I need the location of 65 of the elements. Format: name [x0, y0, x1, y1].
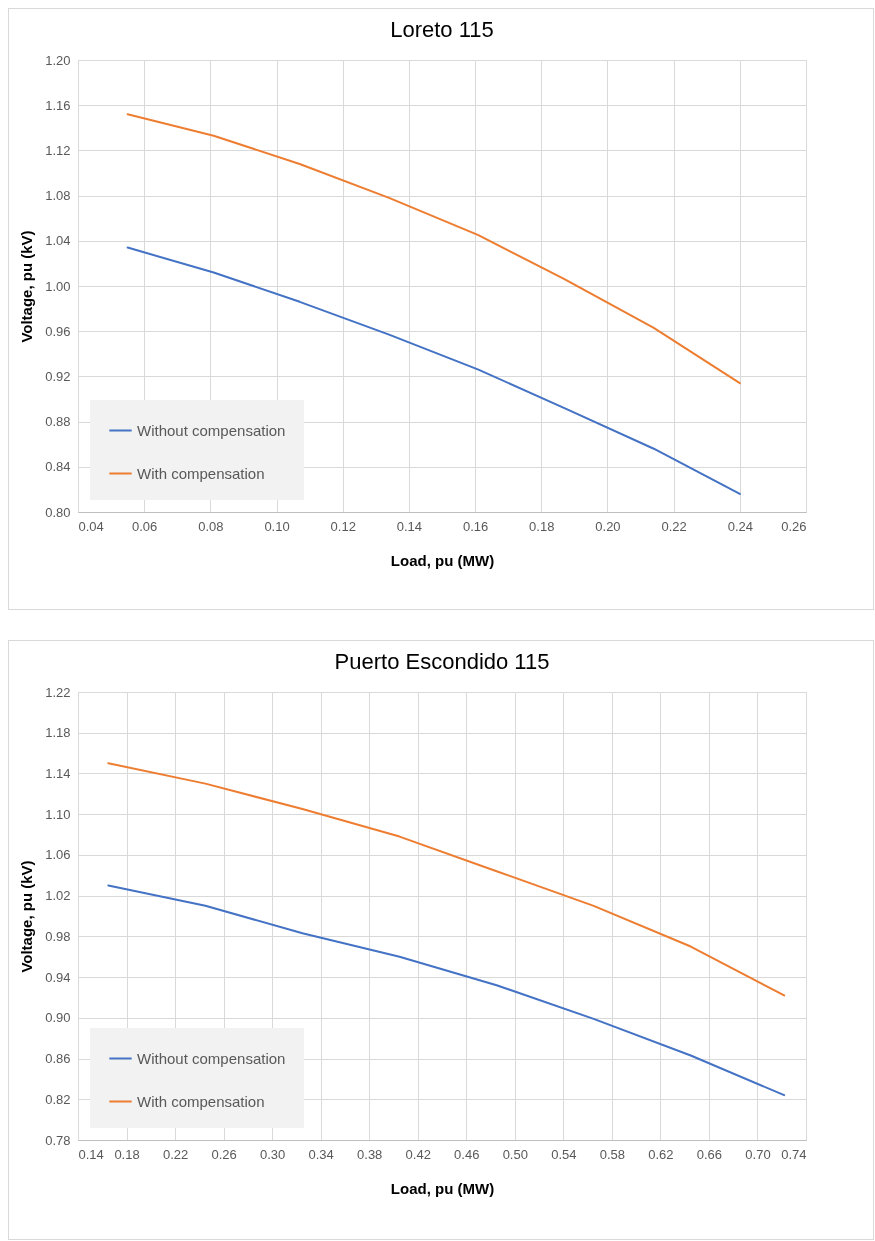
legend-label: With compensation [137, 464, 265, 482]
x-tick-label: 0.38 [357, 1146, 383, 1162]
x-tick-label: 0.14 [396, 518, 423, 534]
x-tick-label: 0.20 [595, 518, 621, 534]
x-tick-label: 0.34 [308, 1146, 334, 1162]
x-tick-label: 0.14 [78, 1146, 104, 1162]
y-tick-label: 1.10 [45, 806, 71, 822]
y-tick-label: 0.84 [45, 459, 71, 475]
x-tick-label: 0.12 [330, 518, 356, 534]
legend-label: With compensation [137, 1092, 265, 1110]
y-tick-label: 0.90 [45, 1010, 71, 1026]
y-tick-label: 0.86 [45, 1051, 71, 1067]
legend-label: Without compensation [137, 1049, 286, 1067]
y-tick-label: 1.14 [45, 765, 71, 781]
y-tick-label: 0.94 [45, 969, 71, 985]
x-tick-label: 0.54 [551, 1146, 577, 1162]
y-tick-label: 1.00 [45, 278, 71, 294]
y-tick-label: 1.22 [45, 684, 71, 700]
x-tick-label: 0.26 [211, 1146, 237, 1162]
y-tick-label: 0.80 [45, 504, 71, 520]
y-tick-label: 1.04 [45, 233, 71, 249]
y-tick-label: 0.88 [45, 414, 71, 430]
x-tick-label: 0.04 [78, 518, 104, 534]
y-tick-label: 0.82 [45, 1091, 71, 1107]
y-axis-title: Voltage, pu (kV) [18, 860, 36, 973]
x-tick-label: 0.18 [114, 1146, 140, 1162]
y-tick-label: 1.16 [45, 97, 71, 113]
y-axis-title: Voltage, pu (kV) [18, 230, 36, 343]
y-tick-label: 1.12 [45, 142, 71, 158]
x-tick-label: 0.30 [259, 1146, 286, 1162]
y-tick-label: 1.08 [45, 188, 71, 204]
x-tick-label: 0.22 [162, 1146, 189, 1162]
legend-label: Without compensation [137, 421, 286, 439]
x-tick-label: 0.62 [648, 1146, 674, 1162]
x-tick-label: 0.42 [405, 1146, 431, 1162]
x-tick-label: 0.74 [781, 1146, 807, 1162]
x-tick-label: 0.22 [661, 518, 687, 534]
x-tick-label: 0.10 [264, 518, 290, 534]
y-tick-label: 1.02 [45, 888, 71, 904]
x-tick-label: 0.58 [599, 1146, 626, 1162]
line-series [107, 884, 786, 1097]
x-tick-label: 0.18 [529, 518, 555, 534]
chart-title: Puerto Escondido 115 [334, 649, 550, 674]
line-series [107, 762, 786, 997]
x-tick-label: 0.26 [781, 518, 807, 534]
y-tick-label: 0.92 [45, 368, 71, 384]
x-tick-label: 0.46 [454, 1146, 480, 1162]
x-tick-label: 0.50 [502, 1146, 528, 1162]
y-tick-label: 0.98 [45, 928, 71, 944]
x-tick-label: 0.66 [696, 1146, 723, 1162]
x-axis-title: Load, pu (MW) [390, 1179, 495, 1197]
x-tick-label: 0.70 [745, 1146, 771, 1162]
y-tick-label: 1.06 [45, 847, 71, 863]
x-axis-title: Load, pu (MW) [390, 551, 495, 569]
x-tick-label: 0.24 [727, 518, 753, 534]
y-tick-label: 0.78 [45, 1132, 71, 1148]
line-series [126, 113, 741, 385]
y-tick-label: 1.20 [45, 52, 71, 68]
x-tick-label: 0.06 [132, 518, 158, 534]
x-tick-label: 0.08 [198, 518, 224, 534]
line-series [126, 246, 741, 495]
chart-title: Loreto 115 [390, 17, 494, 42]
y-tick-label: 0.96 [45, 323, 71, 339]
y-tick-label: 1.18 [45, 725, 71, 741]
x-tick-label: 0.16 [462, 518, 489, 534]
